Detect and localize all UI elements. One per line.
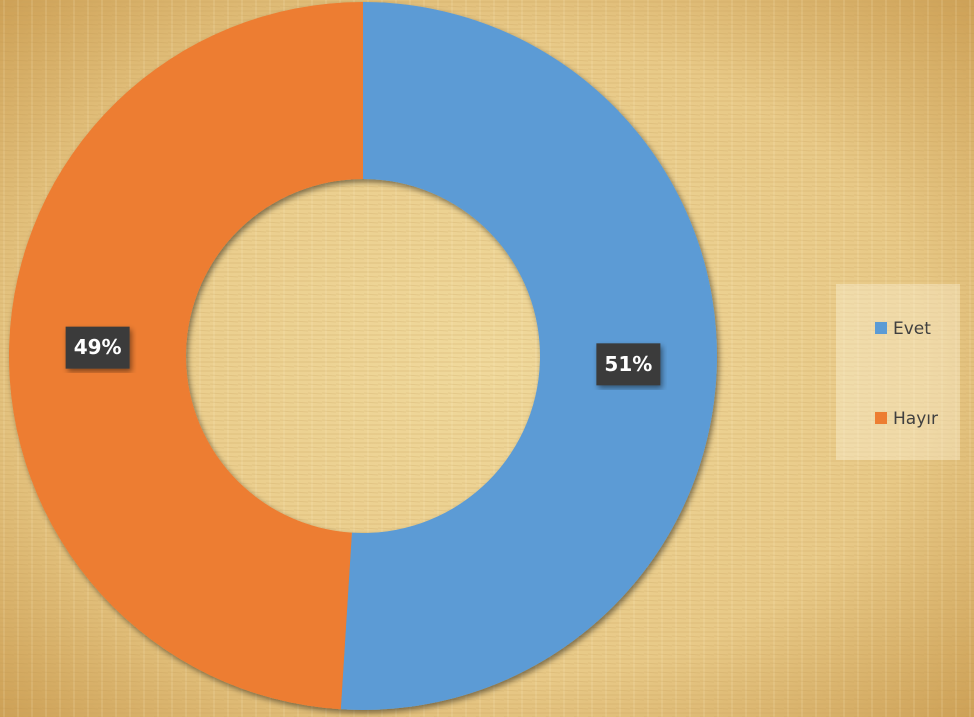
donut-slice bbox=[340, 2, 718, 710]
data-label: 49% bbox=[74, 335, 122, 359]
legend-label: Evet bbox=[893, 319, 931, 339]
legend-swatch bbox=[875, 412, 887, 424]
data-label-box bbox=[596, 343, 661, 386]
data-label: 51% bbox=[604, 352, 652, 376]
donut bbox=[9, 2, 718, 710]
data-label-box bbox=[65, 326, 130, 369]
legend-label: Hayır bbox=[893, 409, 938, 429]
legend-swatch bbox=[875, 322, 887, 334]
donut-slice bbox=[9, 2, 363, 710]
legend bbox=[836, 284, 960, 460]
